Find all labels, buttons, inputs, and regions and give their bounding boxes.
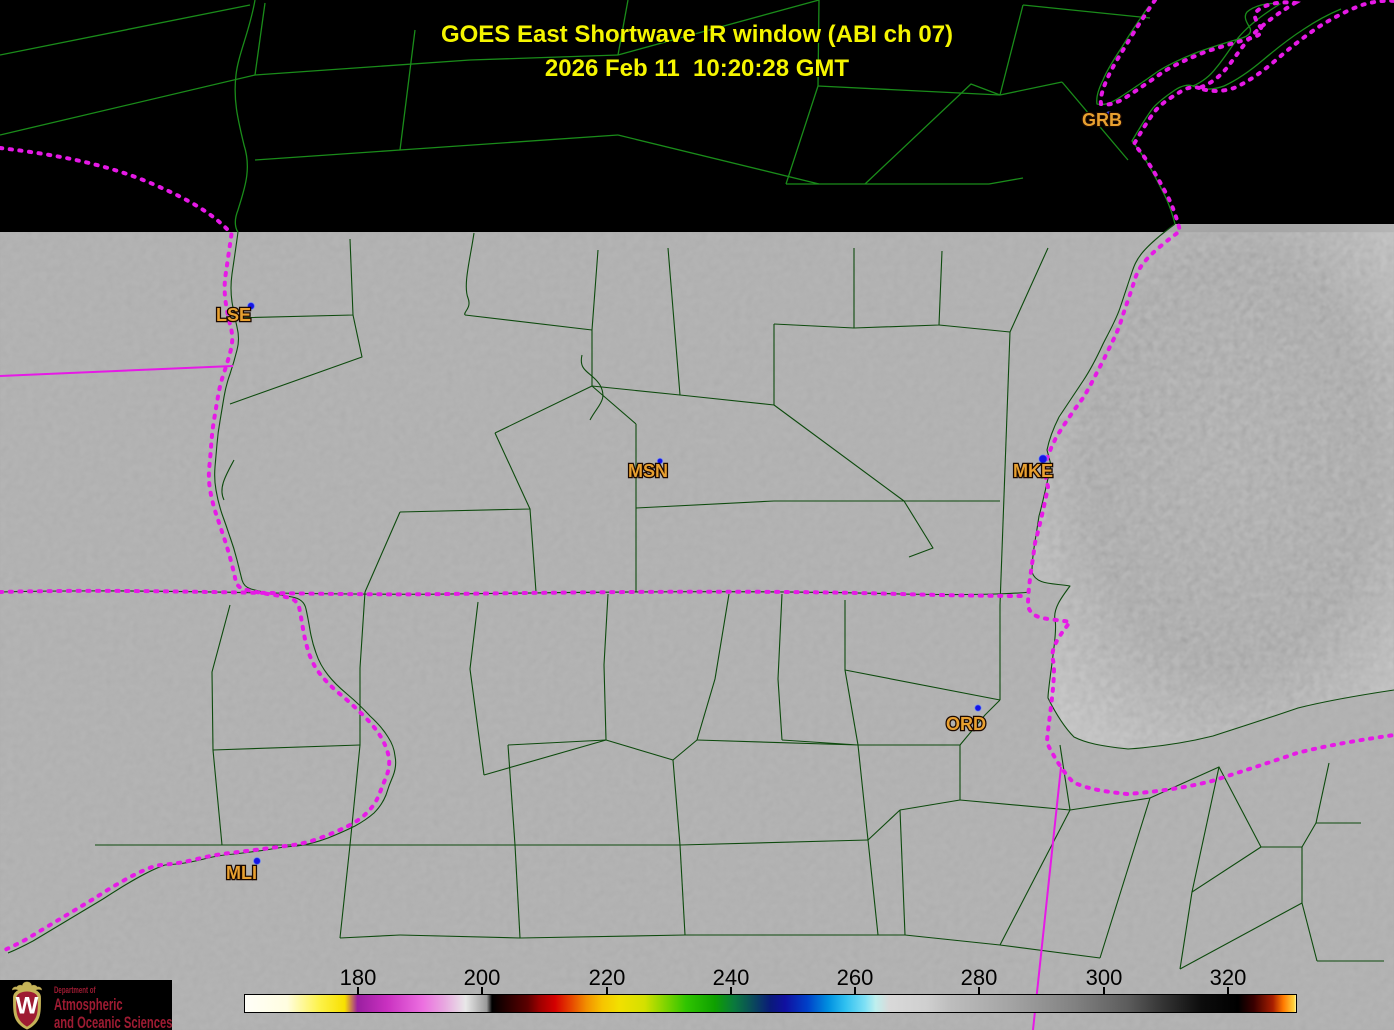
svg-text:280: 280 xyxy=(961,965,998,990)
svg-text:220: 220 xyxy=(589,965,626,990)
svg-text:200: 200 xyxy=(464,965,501,990)
svg-text:320: 320 xyxy=(1210,965,1247,990)
svg-text:180: 180 xyxy=(340,965,377,990)
svg-text:260: 260 xyxy=(837,965,874,990)
svg-text:300: 300 xyxy=(1086,965,1123,990)
svg-text:240: 240 xyxy=(713,965,750,990)
